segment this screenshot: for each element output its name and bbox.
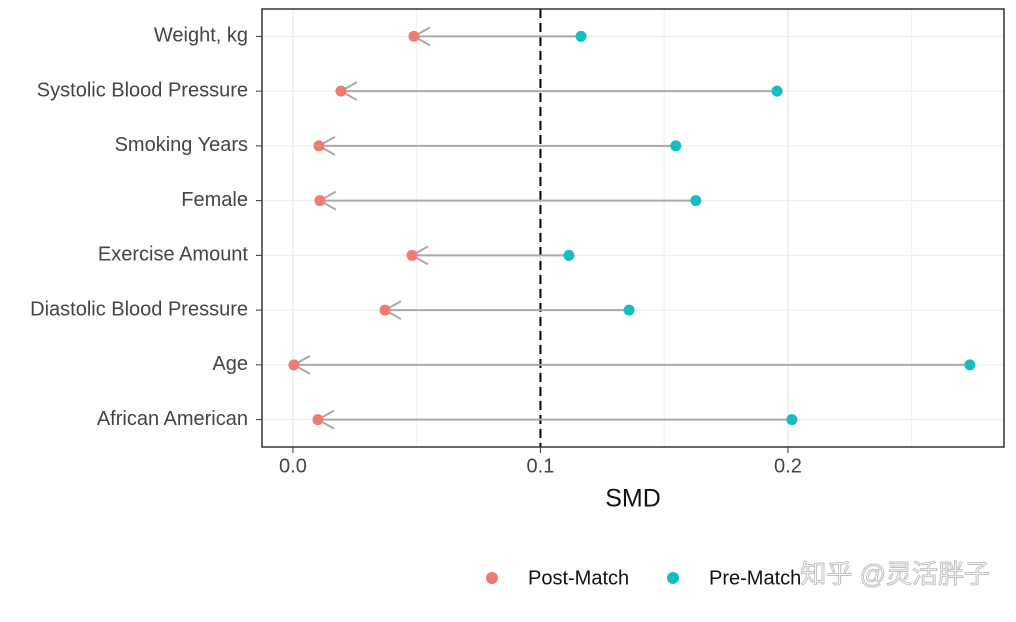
pre-match-point [563,249,575,261]
x-tick-label: 0.2 [774,455,802,477]
post-match-point [288,359,300,371]
pre-match-point [964,359,976,371]
post-match-point [335,85,347,97]
post-match-point [406,249,418,261]
post-match-point [379,304,391,316]
post-match-point [313,140,325,152]
x-axis-label: SMD [605,485,661,513]
pre-match-point [786,414,798,426]
legend-label: Post-Match [528,567,629,589]
y-tick-label: Age [212,353,248,375]
y-tick-label: African American [97,408,248,430]
pre-match-point [623,304,635,316]
y-tick-label: Smoking Years [115,134,248,156]
y-tick-label: Diastolic Blood Pressure [30,298,248,320]
pre-match-point [771,85,783,97]
pre-match-point [575,30,587,42]
legend-marker [667,572,679,584]
watermark: 知乎 @灵活胖子 [800,559,990,589]
legend-marker [486,572,498,584]
x-tick-label: 0.1 [527,455,555,477]
y-tick-label: Weight, kg [154,25,248,47]
y-tick-label: Exercise Amount [98,244,249,266]
pre-match-point [690,195,702,207]
post-match-point [314,195,326,207]
y-tick-label: Female [181,189,248,211]
plot-border [261,8,1005,448]
y-tick-label: Systolic Blood Pressure [37,79,248,101]
pre-match-point [670,140,682,152]
post-match-point [312,414,324,426]
x-tick-label: 0.0 [279,455,307,477]
post-match-point [408,30,420,42]
legend-label: Pre-Match [709,567,801,589]
